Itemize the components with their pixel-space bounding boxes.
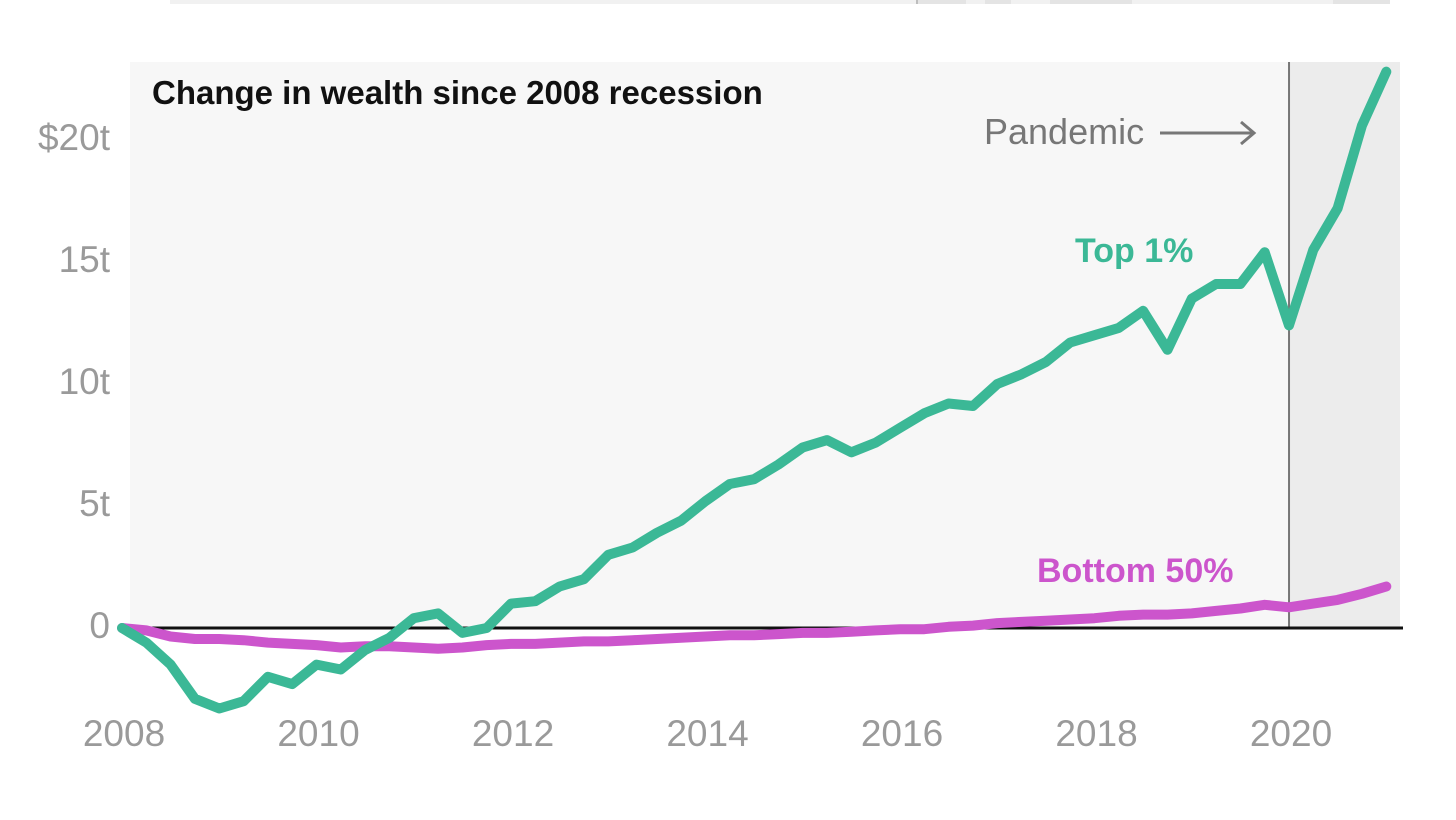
x-tick-label: 2008 (83, 713, 165, 754)
series-line-top-1-percent (117, 66, 1392, 714)
top-1-percent-label: Top 1% (1075, 232, 1193, 270)
y-axis-ticks: 0 5t 10t 15t $20t (38, 117, 111, 646)
x-tick-label: 2014 (666, 713, 748, 754)
x-tick-label: 2016 (861, 713, 943, 754)
x-tick-label: 2018 (1055, 713, 1137, 754)
x-tick-label: 2012 (472, 713, 554, 754)
series-line-bottom-50-percent (117, 581, 1392, 654)
series-lines (117, 66, 1392, 714)
y-tick-label: 10t (59, 361, 111, 402)
scrubber-tick (916, 0, 918, 4)
pandemic-shaded-region (1289, 62, 1400, 628)
x-axis-ticks: 2008 2010 2012 2014 2016 2018 2020 (83, 713, 1332, 754)
pandemic-arrow-icon (1160, 120, 1257, 146)
y-tick-label: $20t (38, 117, 111, 158)
scrubber-segment (985, 0, 1011, 4)
pandemic-label: Pandemic (984, 111, 1144, 152)
plot-background (130, 62, 1400, 628)
top-scrubber-strip (170, 0, 1390, 4)
scrubber-segment (918, 0, 966, 4)
y-tick-label: 0 (89, 605, 110, 646)
x-tick-label: 2010 (277, 713, 359, 754)
y-tick-label: 5t (79, 483, 111, 524)
scrubber-segment (1050, 0, 1132, 4)
y-tick-label: 15t (59, 239, 111, 280)
chart-title: Change in wealth since 2008 recession (152, 74, 763, 111)
scrubber-segment (1333, 0, 1390, 4)
bottom-50-percent-label: Bottom 50% (1037, 552, 1233, 590)
x-tick-label: 2020 (1250, 713, 1332, 754)
